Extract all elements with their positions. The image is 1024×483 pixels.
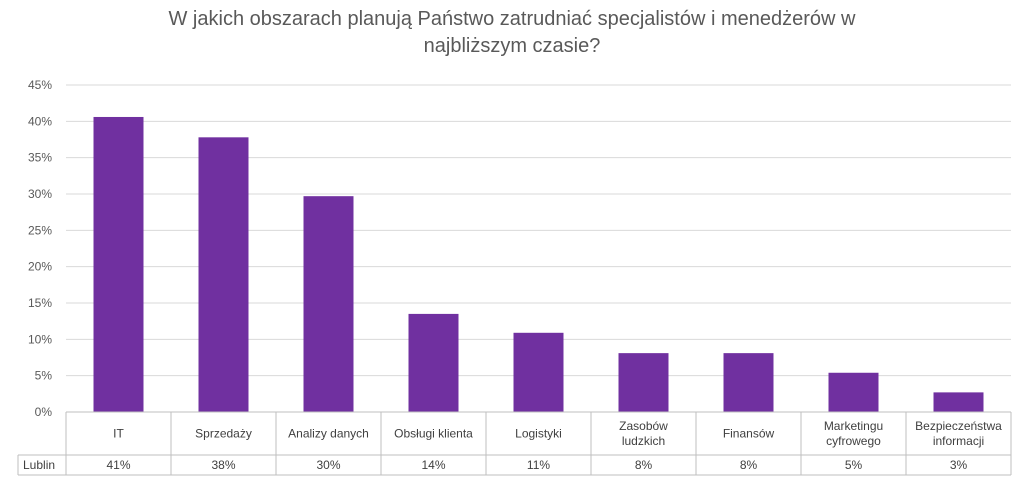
y-tick-label: 25% (28, 223, 52, 237)
bar (618, 353, 669, 412)
chart-title-line-2: najbliższym czasie? (423, 35, 601, 57)
data-label: 30% (316, 458, 340, 472)
x-category-label: Logistyki (515, 427, 562, 441)
data-label: 11% (527, 458, 550, 472)
y-tick-label: 10% (28, 332, 52, 346)
series-name-label: Lublin (23, 458, 55, 472)
y-tick-label: 45% (28, 78, 52, 92)
data-label: 5% (845, 458, 863, 472)
bar (513, 332, 564, 412)
y-tick-label: 15% (28, 296, 52, 310)
x-category-label: Marketingu cyfrowego (824, 419, 883, 448)
bar (198, 137, 249, 412)
data-label: 38% (211, 458, 235, 472)
x-category-label: Bezpieczeństwa informacji (915, 419, 1002, 448)
data-label: 8% (635, 458, 653, 472)
x-category-label: Analizy danych (288, 427, 369, 441)
x-category-label: Obsługi klienta (394, 427, 473, 441)
data-label: 8% (740, 458, 758, 472)
bar (723, 353, 774, 412)
y-tick-label: 30% (28, 187, 52, 201)
y-tick-label: 40% (28, 114, 52, 128)
chart-title: W jakich obszarach planują Państwo zatru… (0, 6, 1024, 60)
bar (303, 196, 354, 412)
bar (408, 313, 459, 412)
chart-title-line-1: W jakich obszarach planują Państwo zatru… (168, 8, 856, 30)
y-tick-label: 5% (35, 369, 53, 383)
bar (828, 372, 879, 412)
data-label: 41% (106, 458, 130, 472)
y-tick-label: 20% (28, 260, 52, 274)
x-category-label: Sprzedaży (195, 427, 252, 441)
data-label: 14% (421, 458, 445, 472)
x-category-label: IT (113, 427, 124, 441)
bar (93, 116, 144, 413)
x-category-label: Zasobów ludzkich (619, 419, 668, 448)
data-label: 3% (950, 458, 968, 472)
x-category-label: Finansów (723, 427, 775, 441)
y-tick-label: 35% (28, 151, 52, 165)
bar (933, 392, 984, 412)
y-tick-label: 0% (35, 405, 53, 419)
